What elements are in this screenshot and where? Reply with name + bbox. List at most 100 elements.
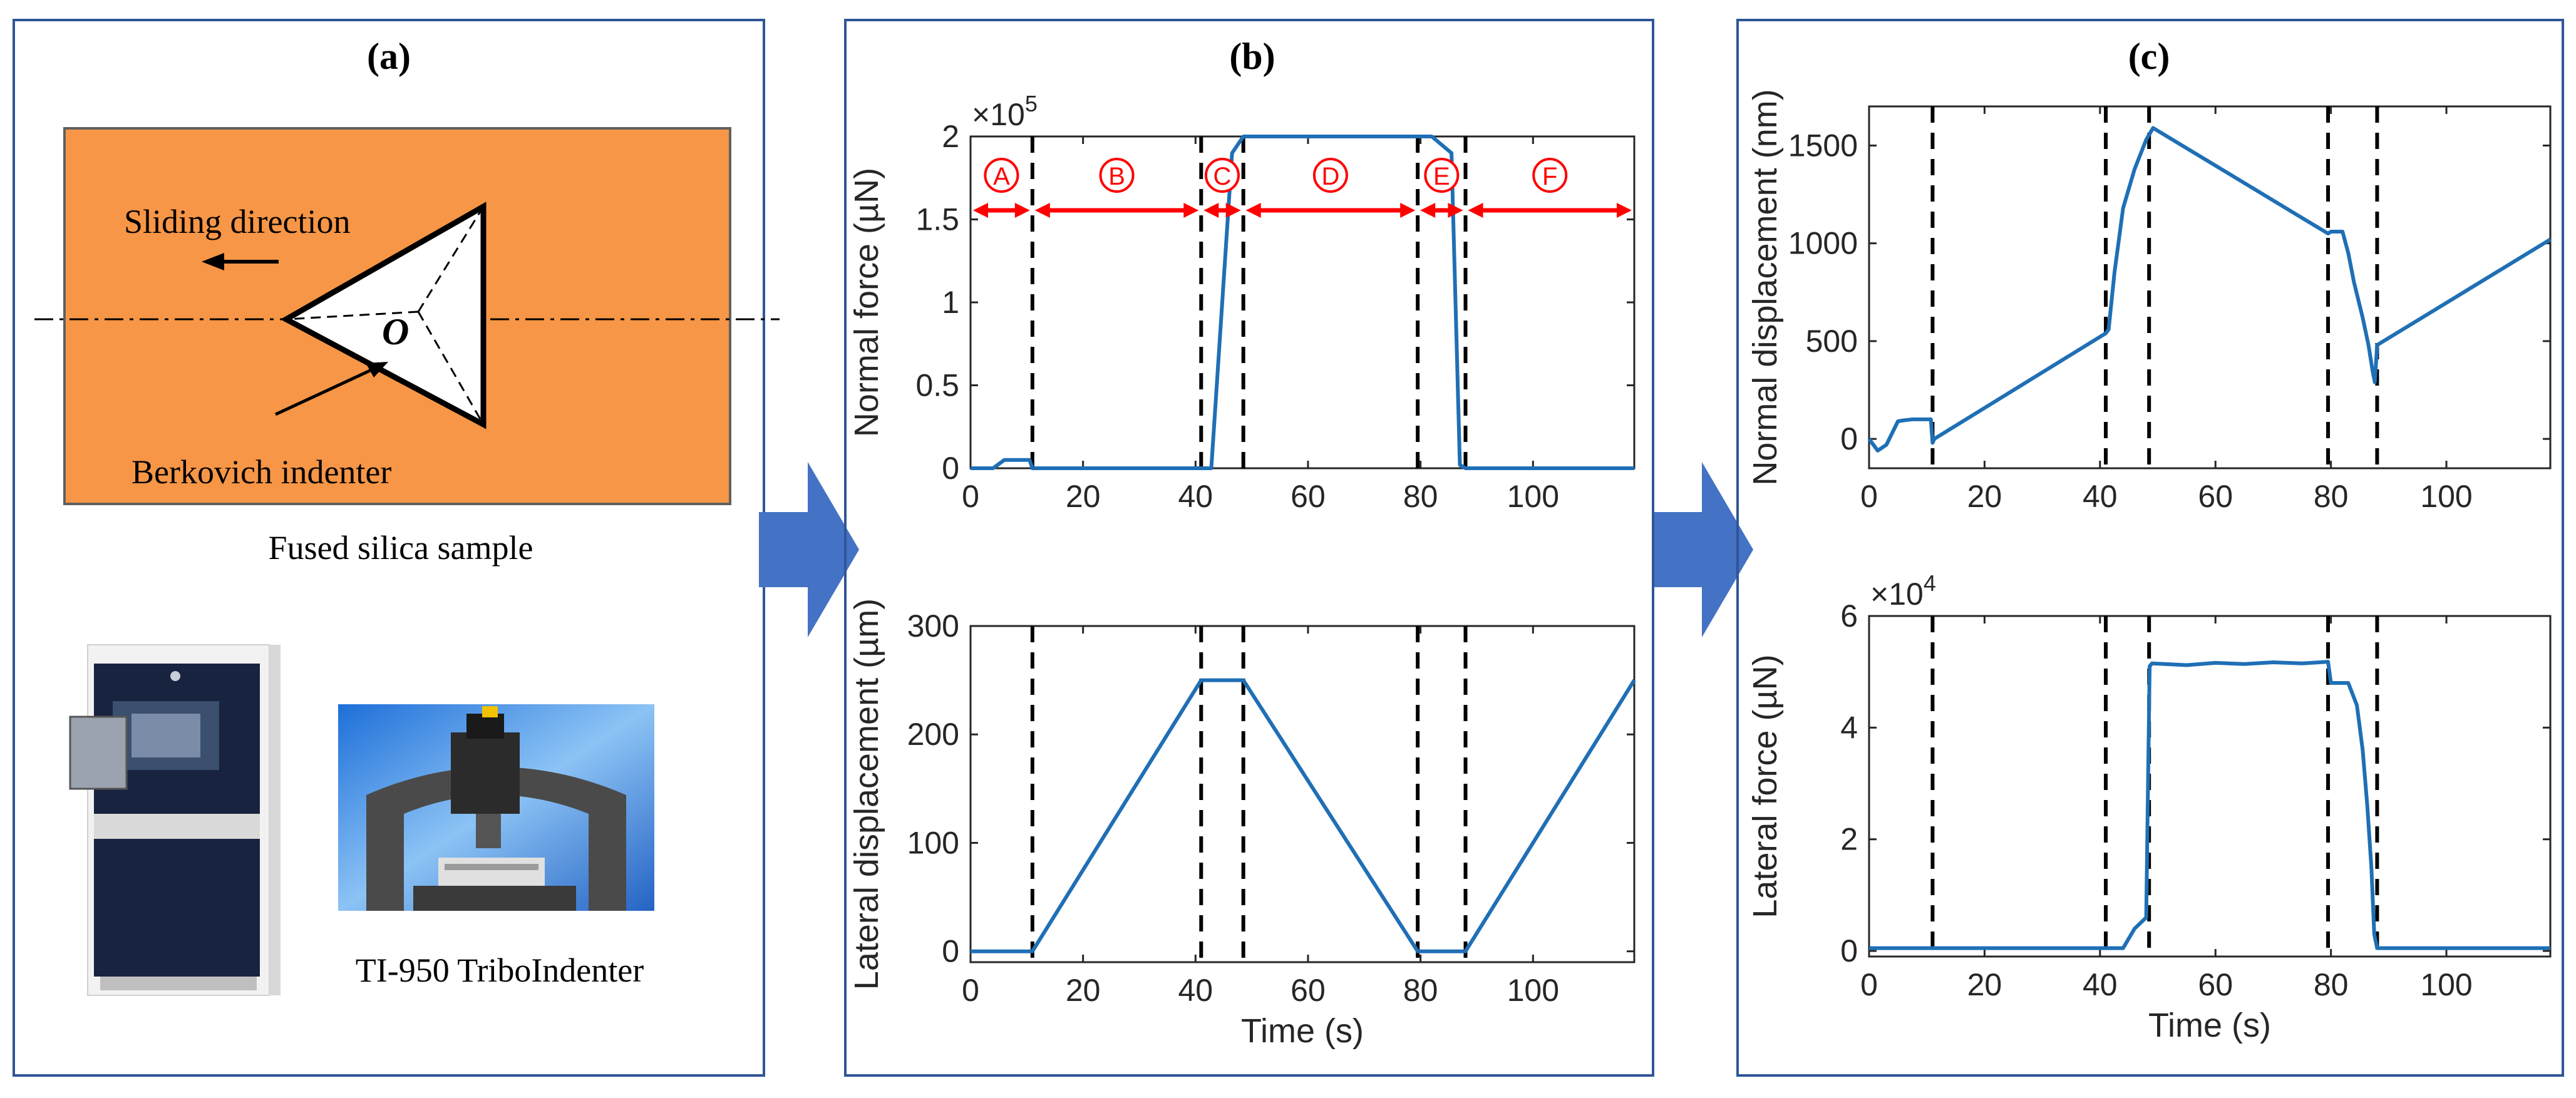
y-tick-label: 2 [942,119,959,154]
y-tick-label: 0 [942,451,959,486]
phase-arrowhead-right [1400,203,1416,218]
sample-label: Fused silica sample [269,529,533,567]
phase-label-circle [984,158,1019,193]
x-tick-label: 60 [1291,973,1326,1008]
x-tick-label: 0 [962,479,979,514]
phase-arrowhead-left [1420,203,1436,218]
phase-arrowhead-right [1448,203,1463,218]
phase-arrowhead-right [1014,203,1030,218]
phase-arrowhead-right [1617,203,1632,218]
x-tick-label: 40 [1178,479,1213,514]
indenter-pointer-arrow [274,368,373,416]
lateral-displacement-chart: 0 20 40 60 80 100 0 100 200 300 Time (s) Lateral di… [848,598,1636,1050]
y-tick-label: 0.5 [915,368,959,403]
berkovich-indenter-triangle [280,202,487,429]
phase-arrowhead-right [1225,203,1241,218]
x-tick-label: 100 [1507,479,1559,514]
y-tick-label: 200 [907,717,959,752]
y-tick-label: 300 [907,608,959,644]
x-axis-label: Time (s) [1241,1012,1364,1050]
x-tick-label: 60 [2198,479,2233,514]
phase-annotations: A B C D E F [973,158,1632,218]
phase-label-circle [1204,158,1240,193]
y-tick-label: 0 [942,934,959,969]
phase-label: C [1213,163,1232,190]
phase-label-circle [1099,158,1135,193]
axis-exponent-label: ×104 [1870,570,1936,612]
y-axis-label: Normal force (µN) [848,168,885,437]
flow-arrow-b-to-c [1653,462,1753,637]
phase-arrowhead-left [1034,203,1050,218]
y-axis-label: Normal displacement (nm) [1746,89,1784,485]
y-axis-label: Lateral force (µN) [1746,654,1784,918]
x-tick-label: 100 [2420,967,2472,1002]
x-tick-label: 40 [2083,967,2118,1002]
indenter-pointer-arrowhead [366,362,388,377]
axis-exponent-power: 5 [1025,91,1038,116]
x-tick-label: 80 [1403,973,1438,1008]
phase-arrowhead-left [973,203,988,218]
x-tick-label: 20 [1967,479,2002,514]
x-tick-label: 40 [2083,479,2118,514]
x-tick-label: 80 [2314,967,2349,1002]
data-series-line [971,135,1634,470]
x-tick-label: 0 [1860,479,1878,514]
x-tick-label: 100 [2420,479,2472,514]
x-tick-label: 100 [1507,973,1559,1008]
data-series-line [1869,660,2550,950]
y-tick-label: 1.5 [915,202,959,237]
y-tick-label: 1500 [1788,128,1858,163]
phase-arrowhead-left [1468,203,1483,218]
phase-label: D [1321,163,1339,190]
x-tick-label: 20 [1066,973,1101,1008]
plot-area [1868,615,2552,958]
y-tick-label: 2 [1840,822,1858,857]
x-tick-label: 0 [962,973,979,1008]
y-tick-label: 4 [1840,710,1858,745]
normal-force-chart: 0 20 40 60 80 100 0 0.5 1 1.5 2 Normal force (µN) ×1… [848,91,1636,514]
panel-b-frame [844,19,1654,1077]
phase-label: B [1108,163,1125,190]
axis-exponent-power: 4 [1924,570,1936,596]
phase-arrowhead-right [1183,203,1199,218]
data-series-line [971,678,1636,953]
panel-b-label: (b) [1229,36,1275,77]
phase-label-circle [1424,158,1460,193]
data-series-line [1867,126,2552,453]
y-tick-label: 1000 [1788,226,1858,261]
axis-exponent-label: ×105 [972,91,1038,132]
y-tick-label: 1 [942,285,959,320]
plot-area [969,625,1636,963]
triboindenter-cabinet-image [69,644,281,996]
lateral-force-chart: 0 20 40 60 80 100 0 2 4 6 Time (s) Lateral force (µ… [1746,570,2552,1044]
sliding-direction-label: Sliding direction [124,203,350,240]
x-axis-label: Time (s) [2148,1007,2271,1044]
x-tick-label: 20 [1967,967,2002,1002]
sliding-direction-arrowhead [202,253,224,270]
sample-rectangle [63,127,731,505]
phase-label: A [993,163,1010,190]
indenter-edge-line [286,310,419,321]
phase-arrowhead-left [1203,203,1219,218]
phase-arrowhead-left [1245,203,1261,218]
x-tick-label: 20 [1066,479,1101,514]
triboindenter-stage-image [338,704,654,911]
y-tick-label: 6 [1840,598,1858,634]
indenter-label: Berkovich indenter [131,453,391,491]
phase-label-circle [1532,158,1568,193]
origin-label: O [382,311,409,352]
y-tick-label: 500 [1806,324,1858,359]
panel-c-frame [1736,19,2564,1077]
y-axis-label: Lateral displacement (µm) [848,598,885,990]
x-tick-label: 80 [2314,479,2349,514]
phase-label-circle [1312,158,1348,193]
instrument-label: TI-950 TriboIndenter [356,952,644,989]
phase-label: E [1433,163,1450,190]
y-tick-label: 0 [1840,933,1858,968]
x-tick-label: 80 [1403,479,1438,514]
x-tick-label: 0 [1860,967,1878,1002]
y-tick-label: 100 [907,825,959,860]
panel-a-label: (a) [367,36,411,77]
